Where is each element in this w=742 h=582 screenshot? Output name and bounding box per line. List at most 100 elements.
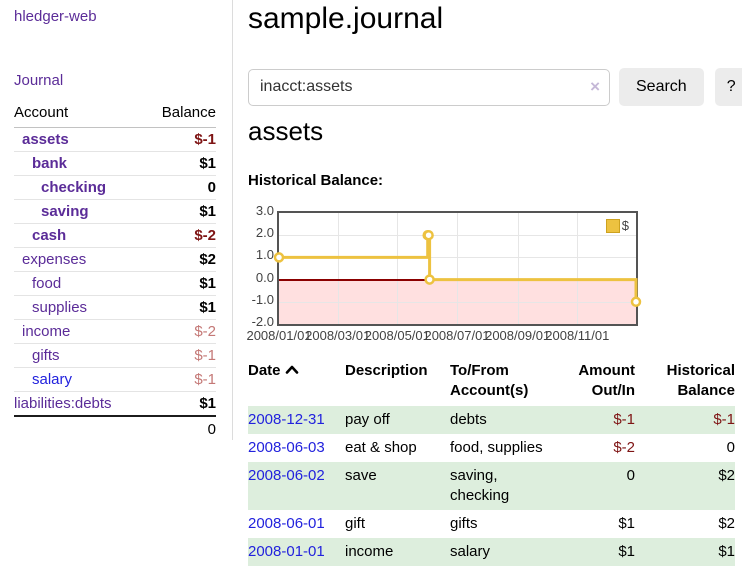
accounts-header-account: Account [14, 102, 144, 128]
search-input[interactable] [248, 68, 610, 106]
transaction-amount: $-2 [613, 439, 635, 456]
transaction-balance: $1 [718, 543, 735, 560]
register-header-accounts: To/From Account(s) [450, 362, 529, 399]
transaction-description: eat & shop [345, 439, 417, 456]
transaction-accounts: salary [450, 538, 562, 566]
account-balance: $1 [143, 271, 216, 296]
account-line: salary [450, 543, 491, 560]
transaction-amount: 0 [626, 467, 635, 484]
transaction-description: pay off [345, 411, 390, 428]
account-link-food[interactable]: food [32, 275, 62, 292]
register-header-amount: Amount Out/In [578, 362, 635, 399]
transaction-balance: $2 [718, 515, 735, 532]
account-link-income[interactable]: income [22, 323, 71, 340]
x-axis-tick-label: 2008/11/01 [545, 328, 610, 343]
account-balance: $-1 [143, 367, 216, 392]
account-link-salary[interactable]: salary [32, 371, 73, 388]
data-point-marker [273, 252, 285, 263]
account-link-expenses[interactable]: expenses [22, 251, 87, 268]
transaction-balance: $-1 [713, 411, 735, 428]
v-gridline [517, 213, 519, 324]
transaction-accounts: gifts [450, 510, 562, 538]
transaction-description: gift [345, 515, 366, 532]
x-axis-tick-label: 2008/09/01 [485, 328, 551, 343]
account-row: expenses $2 [14, 247, 216, 272]
register-row: 2008-06-03 eat & shop food, supplies $-2… [248, 434, 735, 462]
y-axis-tick-label: -1.0 [251, 291, 274, 307]
chart-label: Historical Balance: [248, 172, 384, 189]
register-row: 2008-06-02 save saving, checking 0 $2 [248, 462, 735, 510]
account-link-liabilities-debts[interactable]: liabilities:debts [14, 395, 112, 412]
data-point-marker [423, 229, 434, 241]
legend-swatch-icon [605, 218, 620, 233]
page-title: sample.journal [248, 2, 444, 35]
transaction-accounts: debts [450, 406, 562, 434]
main-content: sample.journal × Search ? assets Histori… [246, 0, 742, 582]
account-row: cash $-2 [14, 223, 216, 248]
account-link-assets[interactable]: assets [22, 131, 69, 148]
account-balance: 0 [143, 175, 216, 200]
transaction-date-link[interactable]: 2008-06-02 [248, 467, 325, 484]
register-header-balance: Historical Balance [666, 362, 735, 399]
x-axis-tick-label: 2008/05/01 [364, 328, 430, 343]
chart-legend: $ [603, 217, 631, 234]
transaction-date-link[interactable]: 2008-06-01 [248, 515, 325, 532]
register-table: Date Description To/From Account(s) Amoun… [248, 358, 735, 566]
account-row: assets $-1 [14, 128, 216, 152]
transaction-balance: $2 [718, 467, 735, 484]
account-row: liabilities:debts $1 [14, 391, 216, 416]
search-button[interactable]: Search [619, 68, 704, 106]
transaction-date-link[interactable]: 2008-12-31 [248, 411, 325, 428]
sidebar-item-journal[interactable]: Journal [14, 72, 64, 89]
chart-plot[interactable]: $ [273, 211, 642, 326]
v-gridline [457, 213, 458, 324]
transaction-description: income [345, 543, 394, 560]
legend-label: $ [621, 218, 629, 233]
register-header-description: Description [345, 362, 428, 379]
account-row: supplies $1 [14, 295, 216, 320]
y-axis-tick-label: -2.0 [251, 314, 274, 329]
accounts-total-value: 0 [143, 415, 216, 442]
account-link-cash[interactable]: cash [32, 227, 67, 244]
account-link-saving[interactable]: saving [41, 203, 89, 220]
balance-chart-svg [273, 229, 642, 308]
account-line: debts [450, 411, 487, 428]
transaction-date-link[interactable]: 2008-01-01 [248, 543, 325, 560]
account-balance: $1 [143, 391, 216, 416]
register-row: 2008-12-31 pay off debts $-1 $-1 [248, 406, 735, 434]
account-link-supplies[interactable]: supplies [32, 299, 88, 316]
v-gridline [577, 213, 579, 324]
account-balance: $1 [143, 199, 216, 224]
account-balance: $1 [143, 151, 216, 176]
account-row: food $1 [14, 271, 216, 296]
y-axis-tick-label: 0.0 [255, 269, 274, 285]
transaction-accounts: food, supplies [450, 434, 562, 462]
account-link-gifts[interactable]: gifts [32, 347, 60, 364]
account-line: checking [450, 487, 510, 504]
chart: $ 3.0 2.0 1.0 0.0 -1.0 -2.0 2008/01/01 2008/03/… [246, 203, 742, 353]
register-row: 2008-01-01 income salary $1 $1 [248, 538, 735, 566]
account-link-checking[interactable]: checking [41, 179, 107, 196]
account-row: gifts $-1 [14, 343, 216, 368]
transaction-date-link[interactable]: 2008-06-03 [248, 439, 325, 456]
transaction-accounts: saving, checking [450, 462, 562, 510]
accounts-total-row: 0 [14, 415, 216, 442]
y-axis-tick-label: 2.0 [255, 225, 274, 241]
accounts-header-row: Account Balance [14, 102, 216, 128]
x-axis-tick-label: 2008/01/01 [246, 328, 312, 343]
accounts-table: Account Balance assets $-1 bank $1 check… [14, 102, 216, 442]
x-axis-tick-label: 2008/07/01 [424, 328, 490, 343]
data-point-marker [630, 296, 642, 308]
register-header-date[interactable]: Date [248, 358, 345, 406]
transaction-description: save [345, 467, 377, 484]
v-gridline [397, 213, 399, 324]
account-row: checking 0 [14, 175, 216, 200]
account-balance: $1 [143, 295, 216, 320]
account-balance: $-2 [143, 223, 216, 248]
account-link-bank[interactable]: bank [32, 155, 68, 172]
sidebar: hledger-web Journal Account Balance asse… [0, 0, 233, 442]
app-title-link[interactable]: hledger-web [14, 8, 97, 25]
clear-search-icon[interactable]: × [590, 76, 600, 96]
help-button[interactable]: ? [714, 68, 742, 106]
balance-markers [273, 229, 642, 308]
